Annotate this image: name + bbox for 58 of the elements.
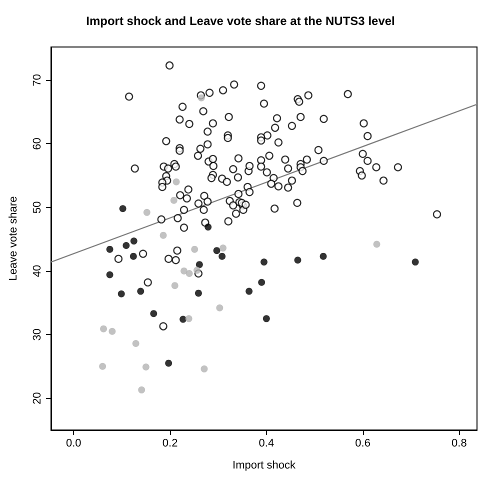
point xyxy=(373,240,380,248)
point xyxy=(186,270,193,277)
point xyxy=(108,328,116,335)
point xyxy=(170,196,178,204)
point xyxy=(100,325,108,332)
point xyxy=(119,205,126,212)
point xyxy=(165,360,172,367)
x-tick-label: 0.8 xyxy=(452,438,467,450)
y-tick-label: 40 xyxy=(32,264,44,278)
x-tick-label: 0.6 xyxy=(355,438,370,450)
point xyxy=(198,94,205,102)
x-tick-label: 0.2 xyxy=(162,438,178,450)
point xyxy=(412,258,419,266)
point xyxy=(172,178,180,186)
point xyxy=(99,362,106,370)
point xyxy=(106,271,114,278)
y-tick-label: 30 xyxy=(32,328,44,341)
point xyxy=(130,238,138,245)
point xyxy=(160,232,167,239)
point xyxy=(185,315,192,322)
point xyxy=(213,247,220,254)
point xyxy=(196,261,203,268)
point xyxy=(143,208,150,216)
y-axis-title: Leave vote share xyxy=(8,196,20,281)
point xyxy=(194,266,201,274)
point xyxy=(294,256,302,264)
point xyxy=(191,246,198,253)
point xyxy=(130,252,137,260)
y-tick-label: 60 xyxy=(32,138,44,150)
point xyxy=(204,224,212,231)
point xyxy=(194,290,202,297)
point xyxy=(142,364,150,371)
x-tick-label: 0.4 xyxy=(258,438,274,450)
point xyxy=(122,242,130,249)
point xyxy=(150,310,158,318)
x-tick-label: 0.0 xyxy=(66,438,82,450)
point xyxy=(137,288,144,295)
y-tick-label: 50 xyxy=(32,201,44,214)
point xyxy=(216,304,224,312)
point xyxy=(180,267,188,274)
point xyxy=(106,246,114,253)
point xyxy=(258,278,266,286)
point xyxy=(262,315,270,322)
point xyxy=(171,282,178,290)
y-tick-label: 20 xyxy=(32,392,44,404)
point xyxy=(218,252,226,260)
point xyxy=(260,258,268,266)
point xyxy=(200,365,208,372)
point xyxy=(220,244,227,252)
point xyxy=(138,386,146,394)
point xyxy=(180,316,187,323)
x-axis-title: Import shock xyxy=(232,460,296,472)
point xyxy=(320,252,327,260)
point xyxy=(132,340,140,347)
chart-title: Import shock and Leave vote share at the NUTS3 level xyxy=(86,14,395,28)
point xyxy=(118,290,125,298)
y-tick-label: 70 xyxy=(32,74,44,86)
point xyxy=(246,288,253,295)
